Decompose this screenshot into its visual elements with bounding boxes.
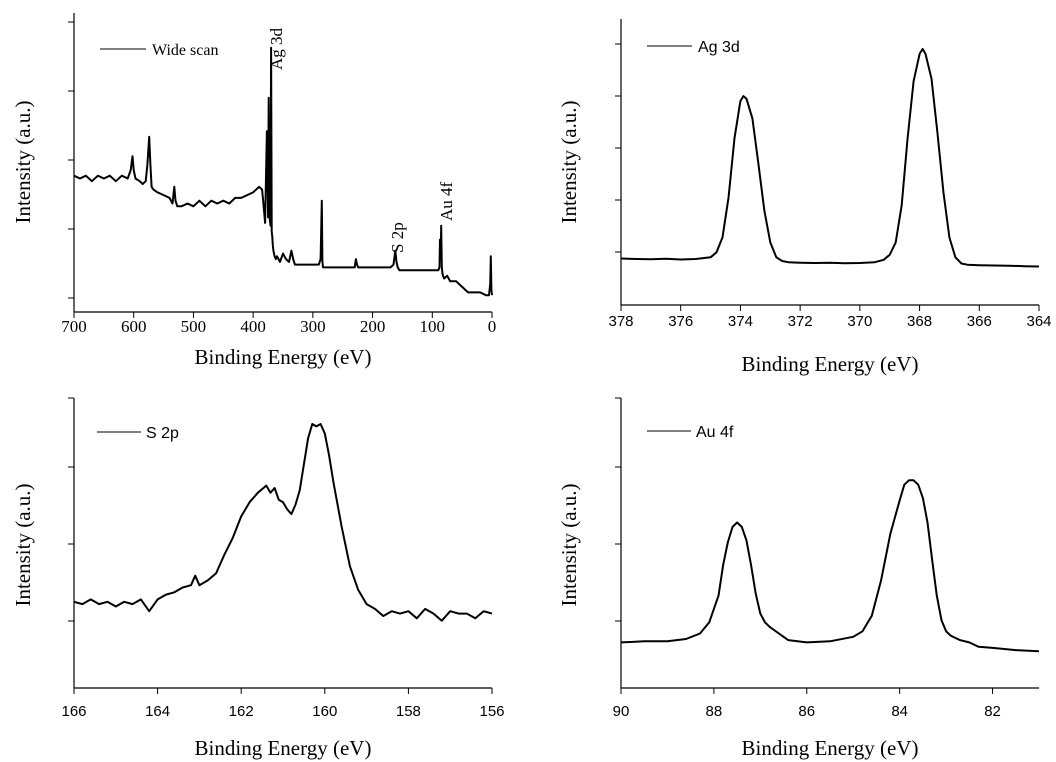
wide-x-tick-label: 200 <box>360 317 386 336</box>
au-x-tick-label: 90 <box>613 703 630 720</box>
au-4f-plot-frame <box>620 398 1039 689</box>
ag-x-tick-label: 378 <box>608 313 633 330</box>
wide-x-tick-label: 700 <box>61 317 87 336</box>
ag-x-tick-label: 372 <box>788 313 813 330</box>
s-2p-x-axis-title: Binding Energy (eV) <box>195 736 372 760</box>
wide-x-tick-label: 500 <box>181 317 207 336</box>
wide-scan-x-axis-title: Binding Energy (eV) <box>195 345 372 369</box>
s-2p-plot-frame <box>73 398 492 689</box>
ag-x-tick-label: 364 <box>1026 313 1051 330</box>
au-x-tick-label: 86 <box>798 703 815 720</box>
s-2p-ticks: 166 164 162 160 158 156 <box>61 397 505 720</box>
s-2p-legend-label: S 2p <box>146 425 179 442</box>
ag-3d-y-axis-title: Intensity (a.u.) <box>557 100 581 223</box>
s2p-x-tick-label: 160 <box>312 703 337 720</box>
au-4f-peak-annotation: Au 4f <box>437 181 456 221</box>
ag-x-tick-label: 366 <box>967 313 992 330</box>
au-4f-y-axis-title: Intensity (a.u.) <box>557 483 581 606</box>
au-x-tick-label: 84 <box>891 703 908 720</box>
au-4f-legend-label: Au 4f <box>696 424 734 441</box>
au-x-tick-label: 88 <box>706 703 723 720</box>
s2p-x-tick-label: 156 <box>479 703 504 720</box>
s-2p-peak-annotation: S 2p <box>388 222 407 253</box>
s-2p-panel: Intensity (a.u.) Binding Energy (eV) S 2… <box>11 397 505 760</box>
ag-3d-panel: Intensity (a.u.) Binding Energy (eV) Ag … <box>557 19 1052 376</box>
s2p-x-tick-label: 166 <box>61 703 86 720</box>
wide-scan-series-line <box>73 46 493 297</box>
ag-x-tick-label: 370 <box>847 313 872 330</box>
ag-3d-series-line <box>620 48 1040 268</box>
wide-x-tick-label: 300 <box>300 317 326 336</box>
ag-3d-x-axis-title: Binding Energy (eV) <box>742 352 919 376</box>
wide-x-tick-label: 600 <box>121 317 147 336</box>
s2p-x-tick-label: 158 <box>396 703 421 720</box>
s-2p-y-axis-title: Intensity (a.u.) <box>11 483 35 606</box>
wide-scan-legend-label: Wide scan <box>152 42 218 59</box>
ag-3d-legend-label: Ag 3d <box>698 39 740 56</box>
ag-3d-ticks: 378 376 374 372 370 368 366 364 <box>608 43 1052 330</box>
wide-scan-ticks: 700 600 500 400 300 200 100 0 <box>61 21 497 336</box>
wide-scan-y-axis-title: Intensity (a.u.) <box>11 100 35 223</box>
wide-x-tick-label: 400 <box>240 317 266 336</box>
wide-x-tick-label: 0 <box>488 317 497 336</box>
s-2p-series-line <box>73 423 493 622</box>
au-4f-series-line <box>620 479 1040 653</box>
au-4f-panel: Intensity (a.u.) Binding Energy (eV) Au … <box>557 397 1040 760</box>
s2p-x-tick-label: 162 <box>229 703 254 720</box>
ag-3d-peak-annotation: Ag 3d <box>267 27 286 70</box>
ag-x-tick-label: 368 <box>907 313 932 330</box>
s2p-x-tick-label: 164 <box>145 703 170 720</box>
au-x-tick-label: 82 <box>984 703 1001 720</box>
au-4f-ticks: 90 88 86 84 82 <box>613 397 1001 720</box>
ag-x-tick-label: 376 <box>668 313 693 330</box>
wide-scan-panel: Intensity (a.u.) Binding Energy (eV) Wid… <box>11 13 496 369</box>
ag-x-tick-label: 374 <box>728 313 753 330</box>
wide-x-tick-label: 100 <box>420 317 446 336</box>
au-4f-x-axis-title: Binding Energy (eV) <box>742 736 919 760</box>
